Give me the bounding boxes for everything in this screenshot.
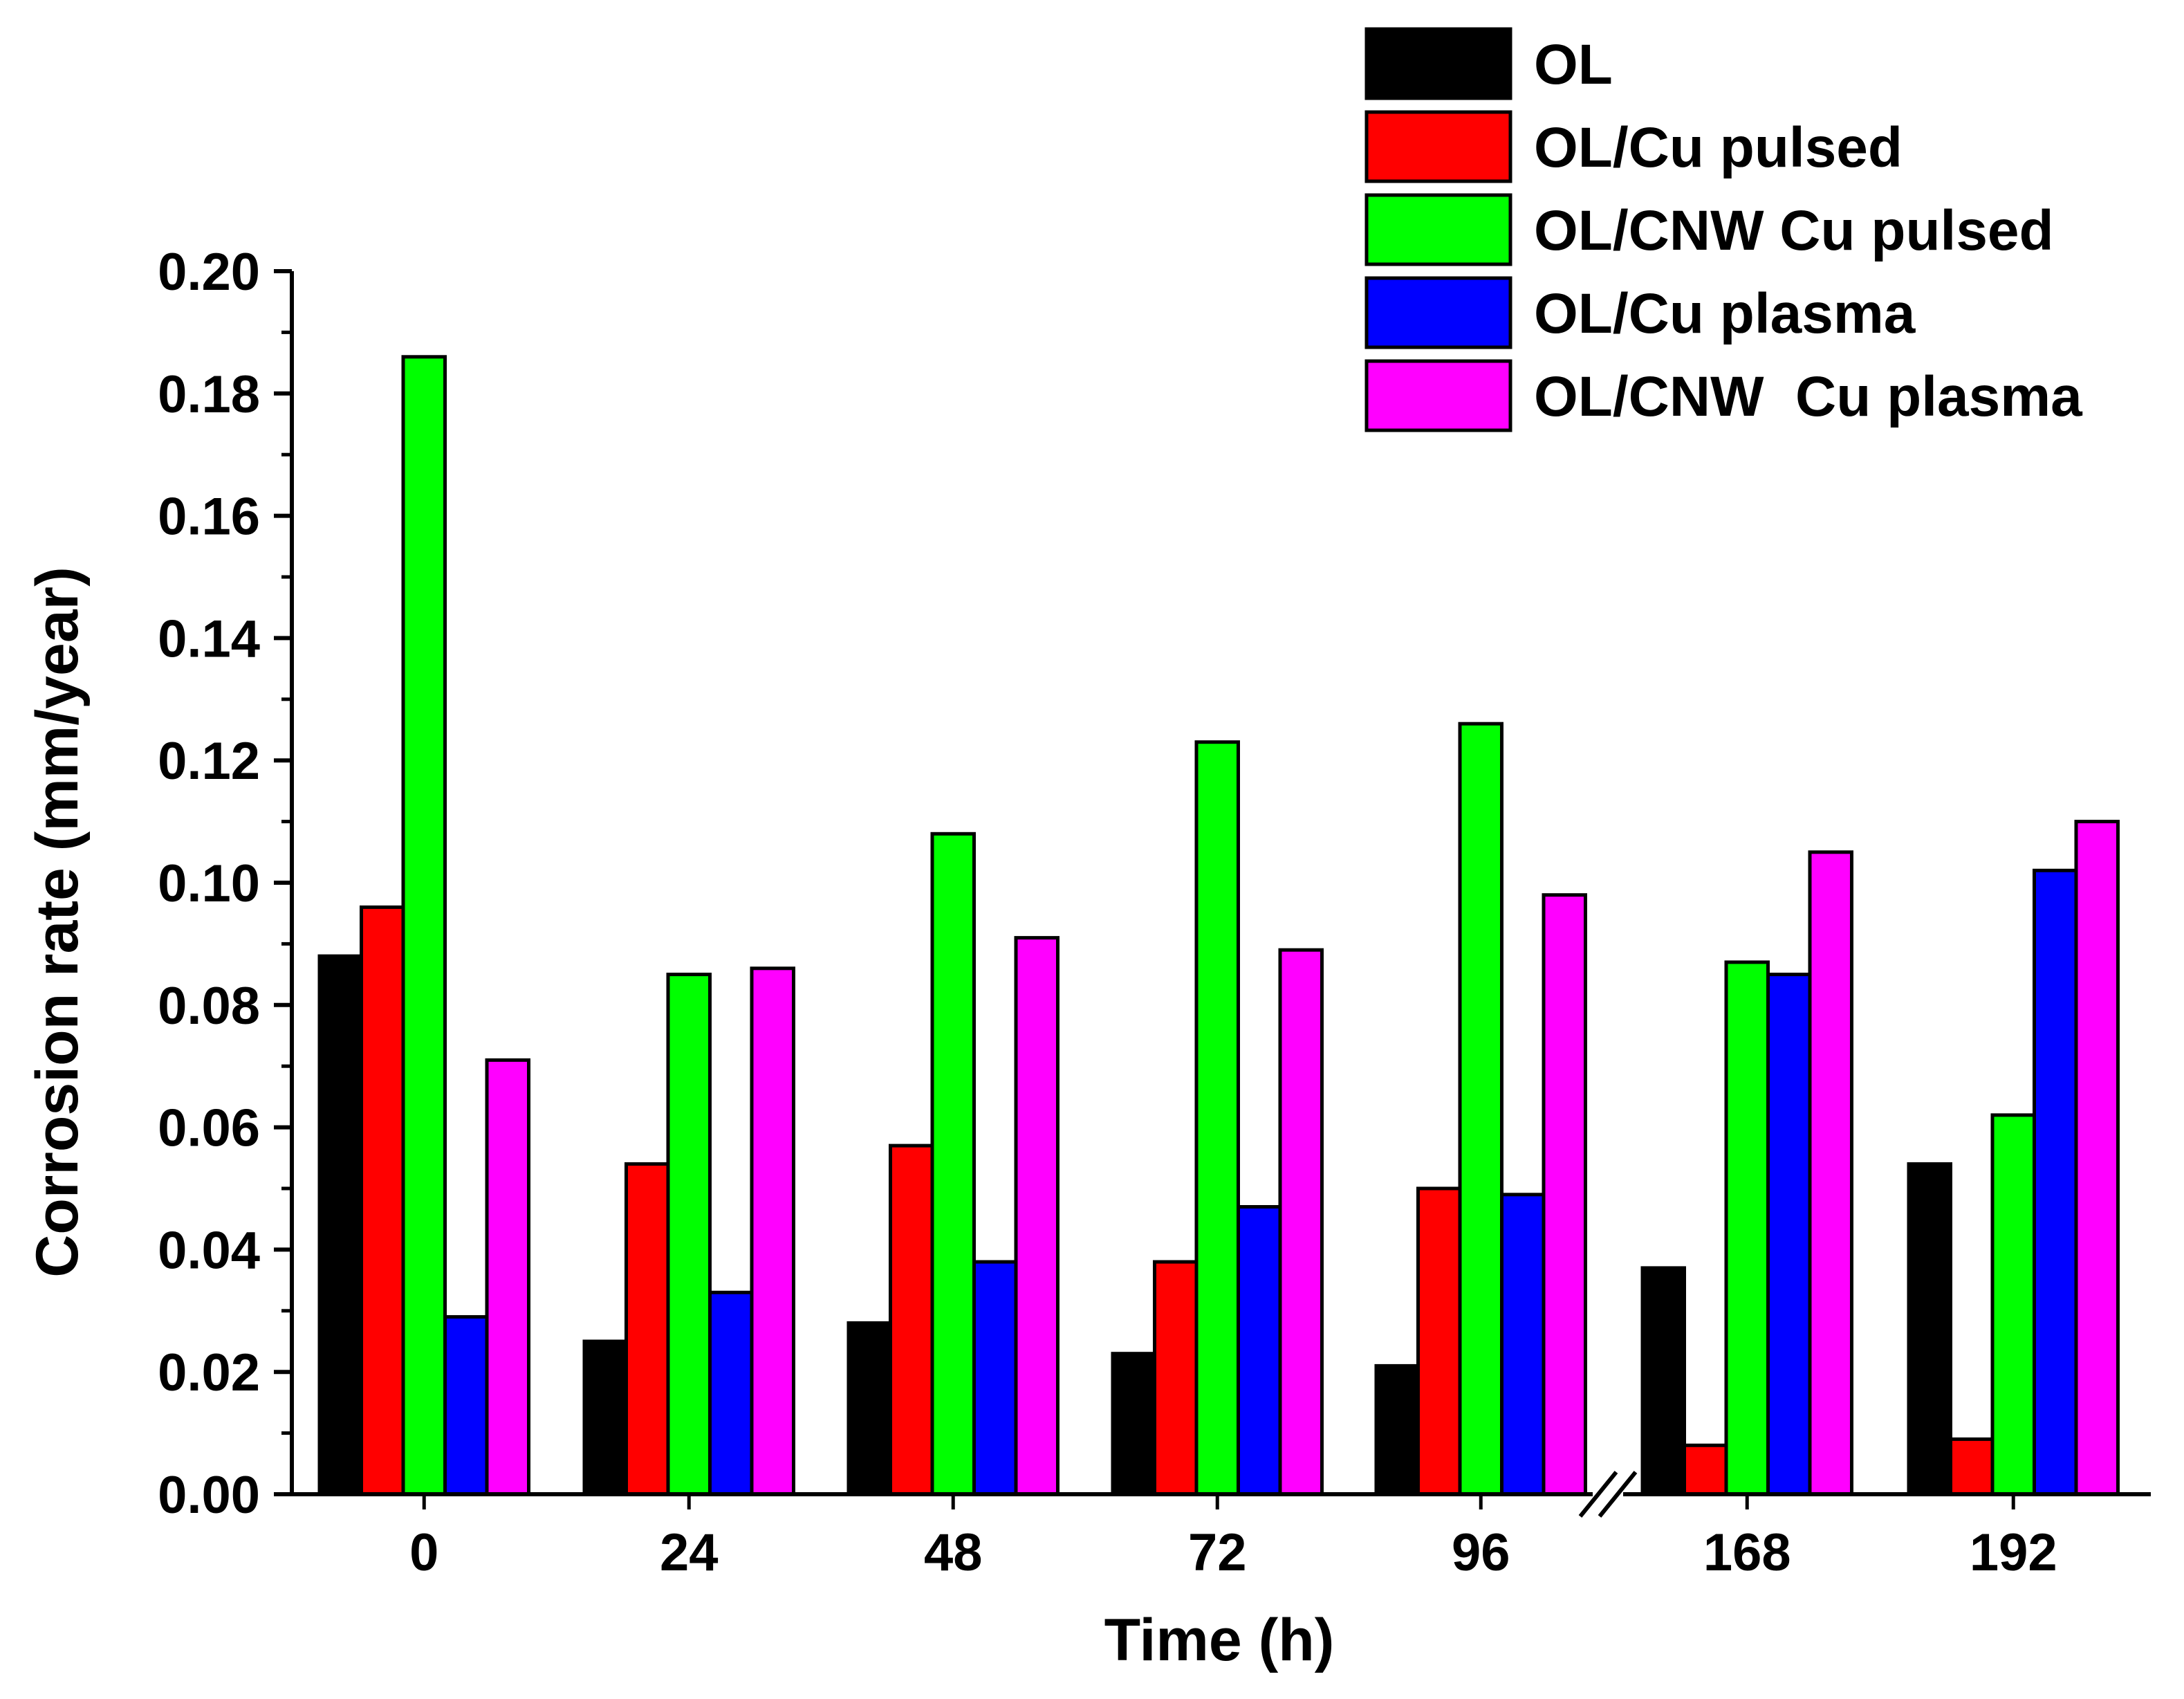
bar-ol-cnw-cu-pulsed-48	[930, 832, 976, 1496]
legend-label: OL/Cu pulsed	[1534, 116, 1903, 179]
bar-ol-cnw-cu-pulsed-24	[666, 973, 712, 1496]
bar-ol-cu-pulsed-168	[1683, 1443, 1728, 1496]
bar-ol-168	[1640, 1266, 1686, 1496]
bar-ol-cnw-cu-pulsed-0	[401, 355, 447, 1496]
x-tick-label: 24	[660, 1523, 719, 1582]
bar-ol-cnw-cu-plasma-72	[1278, 948, 1324, 1496]
legend-swatch	[1364, 359, 1512, 432]
bar-ol-cu-pulsed-72	[1153, 1260, 1199, 1496]
legend-label: OL/CNW Cu pulsed	[1534, 199, 2054, 262]
legend-swatch	[1364, 276, 1512, 349]
bar-ol-cu-pulsed-96	[1416, 1186, 1462, 1496]
bar-ol-cnw-cu-pulsed-192	[1990, 1113, 2036, 1496]
y-tick-label: 0.04	[158, 1221, 260, 1280]
legend-swatch	[1364, 110, 1512, 183]
x-tick-label: 72	[1188, 1523, 1247, 1582]
legend-label: OL/Cu plasma	[1534, 282, 1916, 345]
bar-ol-cu-pulsed-192	[1949, 1437, 1995, 1496]
bar-ol-cu-pulsed-24	[624, 1162, 670, 1496]
bar-ol-cu-plasma-96	[1500, 1193, 1546, 1496]
bar-ol-cu-plasma-24	[708, 1290, 754, 1496]
axis-break-mark	[1578, 1471, 1618, 1518]
y-tick-label: 0.02	[158, 1343, 260, 1402]
y-tick-label: 0.14	[158, 609, 260, 668]
axis-break-mark	[1598, 1471, 1638, 1518]
bar-ol-24	[582, 1339, 628, 1496]
bar-ol-cu-plasma-48	[972, 1260, 1018, 1496]
bar-ol-96	[1374, 1363, 1420, 1496]
bar-ol-cnw-cu-plasma-192	[2074, 820, 2120, 1496]
legend-swatch	[1364, 193, 1512, 266]
y-tick-label: 0.12	[158, 732, 260, 791]
bar-ol-cnw-cu-plasma-0	[485, 1058, 530, 1496]
x-axis-title: Time (h)	[1104, 1607, 1335, 1673]
bar-ol-cnw-cu-pulsed-72	[1194, 740, 1240, 1496]
y-tick-label: 0.20	[158, 243, 260, 302]
y-tick-label: 0.00	[158, 1466, 260, 1525]
y-tick-label: 0.10	[158, 854, 260, 913]
bar-ol-cnw-cu-pulsed-168	[1724, 960, 1770, 1496]
bar-ol-cnw-cu-plasma-168	[1808, 850, 1853, 1496]
x-tick-label: 192	[1970, 1523, 2057, 1582]
bar-ol-cnw-cu-pulsed-96	[1458, 722, 1503, 1496]
y-tick-label: 0.16	[158, 488, 260, 547]
bar-ol-cu-pulsed-48	[889, 1144, 934, 1496]
bar-ol-cu-pulsed-0	[360, 905, 405, 1496]
bars-layer	[317, 355, 2120, 1496]
bar-ol-192	[1907, 1162, 1952, 1496]
x-tick-label: 168	[1703, 1523, 1791, 1582]
bar-ol-cu-plasma-168	[1766, 973, 1812, 1496]
legend-swatch	[1364, 27, 1512, 100]
axes-layer: 0.00 0.02 0.04 0.06 0.08 0.10 0.12 0.14 0.16 0.18…	[158, 243, 2151, 1582]
legend-label: OL/CNW Cu plasma	[1534, 365, 2083, 428]
bar-ol-cnw-cu-plasma-48	[1014, 936, 1059, 1496]
bar-ol-cu-plasma-192	[2033, 868, 2078, 1496]
legend: OL OL/Cu pulsed OL/CNW Cu pulsed OL/Cu plas…	[1364, 27, 2083, 432]
bar-ol-cnw-cu-plasma-96	[1542, 893, 1587, 1496]
x-tick-label: 96	[1452, 1523, 1510, 1582]
y-tick-label: 0.18	[158, 365, 260, 424]
y-axis-title: Corrosion rate (mm/year)	[24, 567, 91, 1278]
bar-ol-cu-plasma-72	[1237, 1205, 1282, 1496]
y-tick-label: 0.08	[158, 977, 260, 1036]
legend-label: OL	[1534, 33, 1613, 96]
x-tick-label: 0	[409, 1523, 438, 1582]
x-tick-label: 48	[924, 1523, 983, 1582]
bar-ol-0	[317, 954, 363, 1496]
bar-ol-48	[846, 1321, 892, 1496]
y-tick-label: 0.06	[158, 1099, 260, 1158]
bar-ol-72	[1111, 1352, 1156, 1496]
bar-ol-cu-plasma-0	[443, 1315, 489, 1496]
bar-ol-cnw-cu-plasma-24	[750, 966, 795, 1496]
